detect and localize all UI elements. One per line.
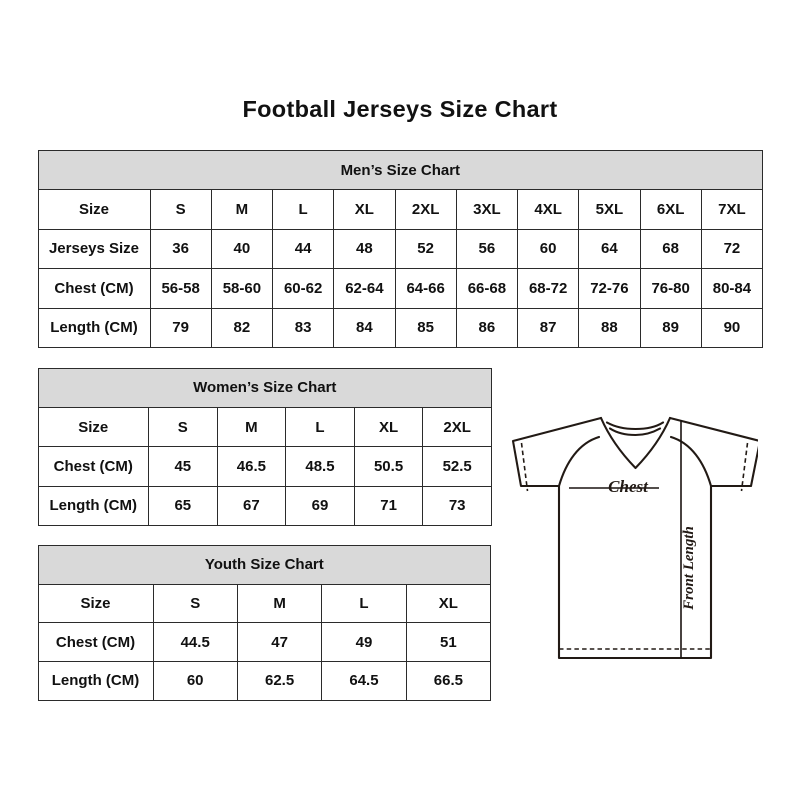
svg-text:Front Length: Front Length — [681, 526, 697, 611]
svg-text:Chest: Chest — [608, 477, 649, 496]
